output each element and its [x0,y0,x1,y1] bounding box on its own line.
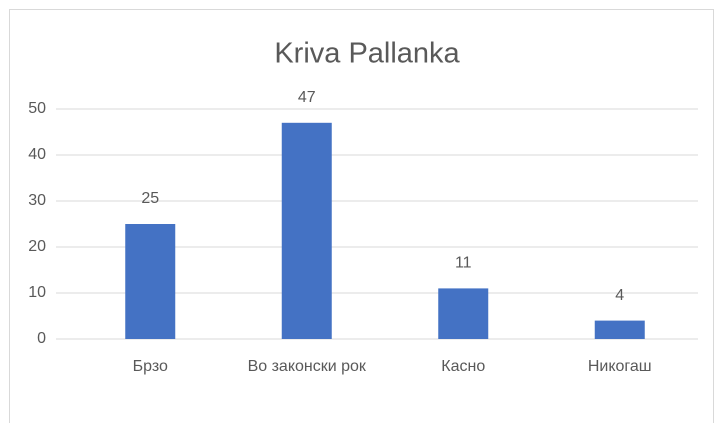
x-tick-label: Никогаш [587,358,652,375]
y-tick-label: 40 [28,146,46,163]
chart-title: Kriva Pallanka [274,38,460,70]
y-tick-label: 30 [28,192,46,209]
y-tick-label: 0 [37,330,46,347]
x-tick-label: Во законски рок [247,358,366,375]
y-tick-label: 10 [28,284,46,301]
x-tick-label-box: Во законски рок [247,358,366,375]
x-tick-label-box: Брзо [132,358,168,375]
data-label: 11 [455,255,472,272]
data-label: 25 [141,190,159,207]
y-tick-label: 20 [28,238,46,255]
y-tick-label: 50 [28,100,46,117]
data-label: 4 [615,287,624,304]
bar [281,122,332,339]
data-label: 47 [298,89,316,106]
bar [125,224,176,339]
bar [594,320,645,339]
bar [438,288,489,339]
x-tick-label-box: Никогаш [587,358,652,375]
x-tick-label: Брзо [132,358,168,375]
x-tick-label-box: Касно [441,358,486,375]
chart-border [9,9,714,423]
x-tick-label: Касно [441,358,486,375]
